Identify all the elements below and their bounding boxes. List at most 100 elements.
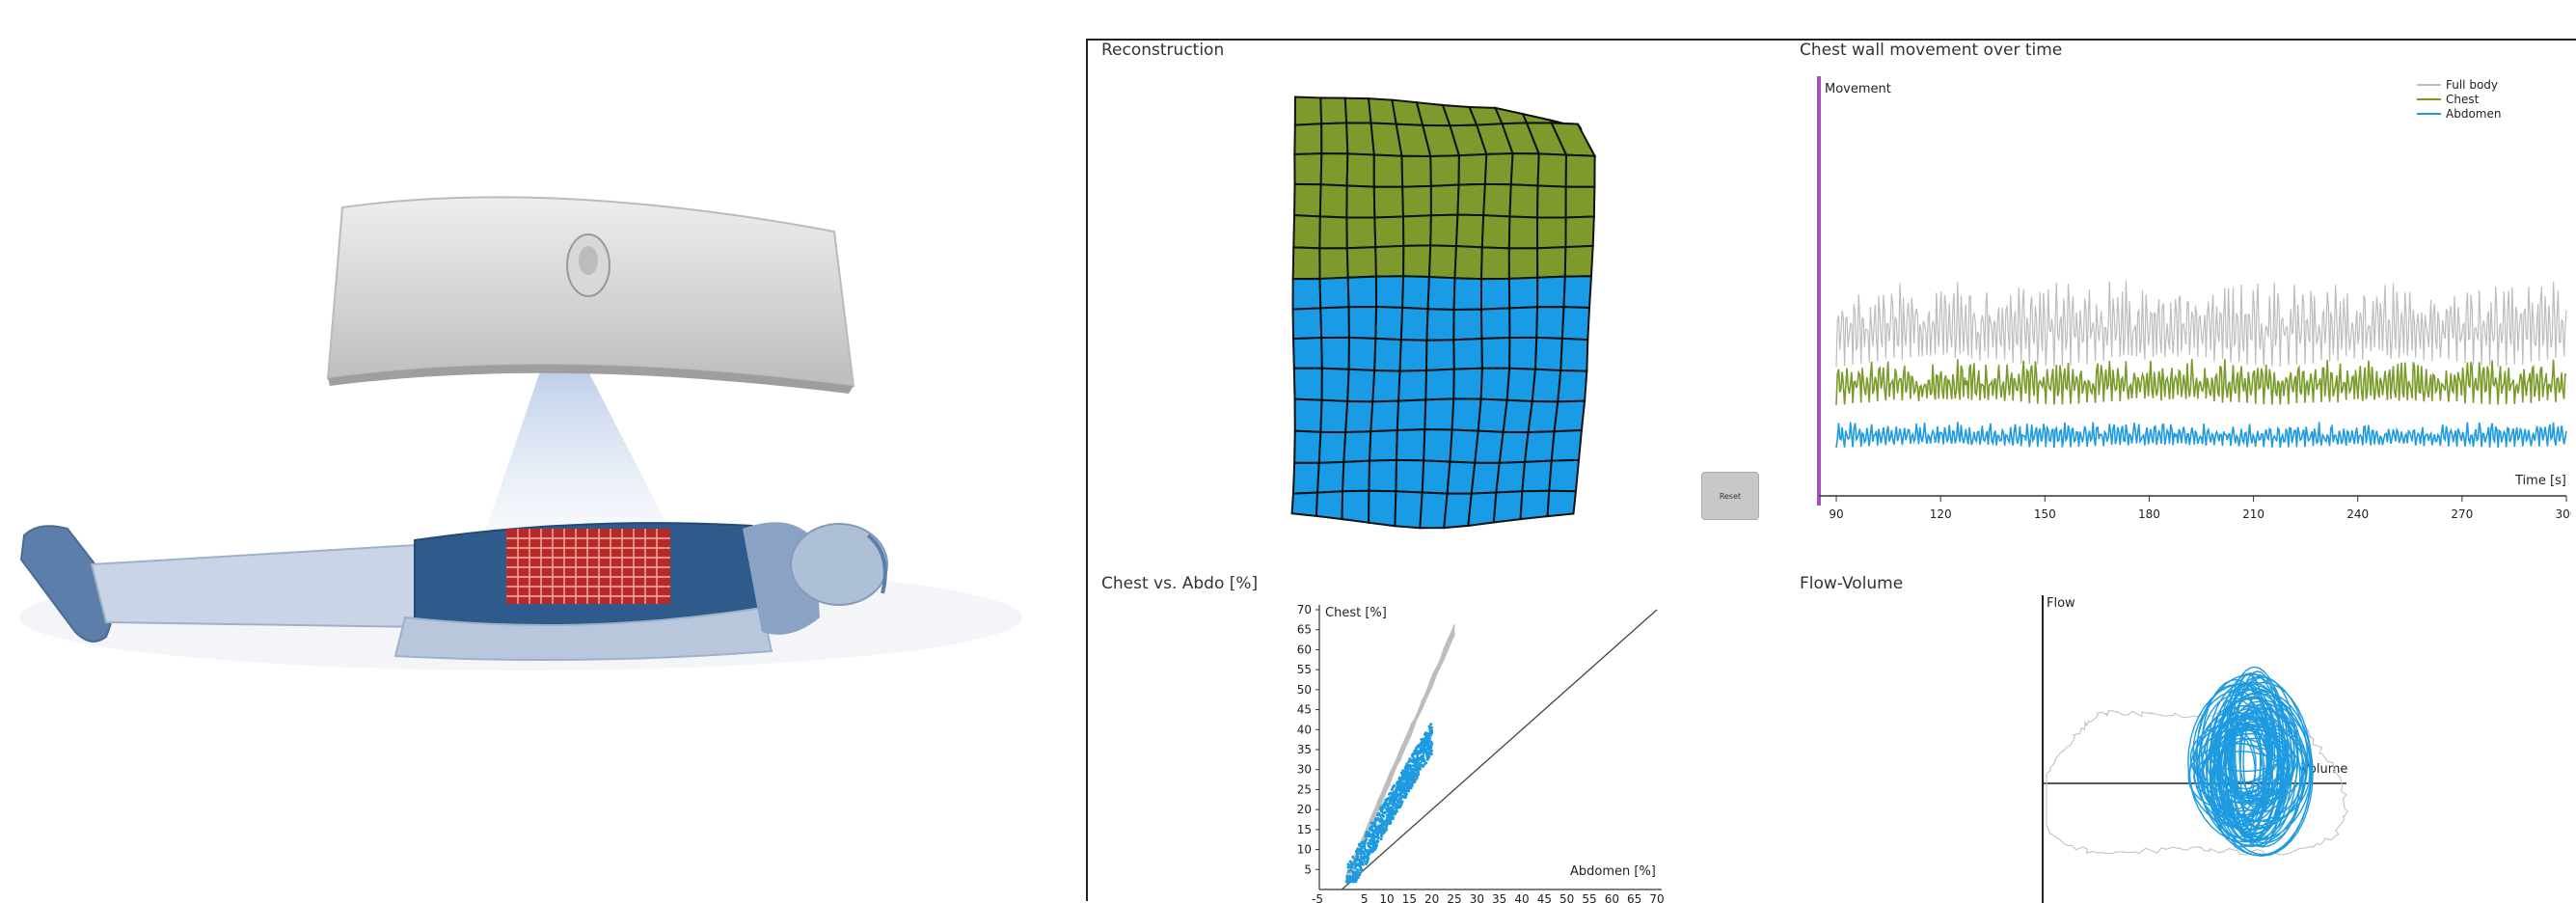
mesh-cell-abdomen — [1317, 430, 1347, 464]
scatter-point — [1366, 856, 1369, 860]
scatter-point — [1364, 860, 1368, 863]
reset-button[interactable]: Reset — [1701, 472, 1759, 520]
scatter-point — [1422, 751, 1425, 754]
scatter-point — [1345, 877, 1349, 881]
scatter-point — [1391, 808, 1395, 812]
mesh-cell-chest — [1345, 216, 1377, 250]
mesh-cell-abdomen — [1480, 336, 1511, 369]
mesh-cell-abdomen — [1419, 491, 1449, 530]
x-tick-label: 300 — [2556, 507, 2571, 521]
mesh-cell-chest — [1482, 182, 1512, 218]
y-tick-label: 15 — [1297, 823, 1312, 836]
mesh-cell-abdomen — [1319, 398, 1349, 434]
scatter-point — [1421, 765, 1424, 769]
mesh-cell-chest — [1373, 215, 1405, 249]
scatter-point — [1369, 821, 1373, 825]
mesh-cell-abdomen — [1342, 430, 1372, 463]
scatter-point — [1406, 766, 1410, 770]
mesh-cell-chest — [1454, 213, 1485, 249]
scatter-point — [1402, 771, 1406, 775]
reconstruction-title: Reconstruction — [1101, 41, 1225, 60]
scatter-point — [1424, 744, 1428, 748]
mesh-cell-abdomen — [1521, 459, 1553, 493]
mesh-cell-abdomen — [1315, 490, 1344, 521]
mesh-cell-abdomen — [1401, 275, 1430, 311]
scatter-point — [1416, 755, 1420, 759]
mesh-cell-abdomen — [1446, 460, 1477, 495]
scatter-point — [1351, 880, 1355, 884]
mesh-cell-chest — [1479, 246, 1510, 281]
scatter-point — [1413, 771, 1417, 775]
flow-volume-loop — [2229, 676, 2298, 840]
flow-volume-chart: Flow Volume — [2042, 595, 2348, 903]
scatter-point — [1371, 832, 1375, 835]
scatter-point — [1401, 785, 1405, 789]
scatter-point — [1382, 814, 1386, 818]
scatter-point — [1410, 759, 1414, 763]
scatter-point — [1390, 797, 1394, 801]
mesh-cell-abdomen — [1519, 489, 1551, 521]
mesh-cell-abdomen — [1320, 336, 1350, 370]
reconstruction-mesh — [1290, 96, 1597, 530]
scatter-point — [1350, 865, 1354, 869]
mesh-cell-chest — [1429, 213, 1459, 248]
mesh-cell-abdomen — [1395, 458, 1425, 494]
x-tick-label: 25 — [1447, 892, 1461, 903]
mesh-cell-abdomen — [1531, 368, 1562, 403]
scatter-point — [1417, 770, 1421, 774]
mesh-cell-abdomen — [1396, 398, 1427, 432]
flow-volume-loop — [2222, 725, 2270, 827]
mesh-cell-abdomen — [1318, 276, 1350, 310]
x-tick-label: 150 — [2034, 507, 2056, 521]
flow-volume-loop — [2189, 722, 2287, 794]
mesh-cell-abdomen — [1523, 430, 1556, 463]
mesh-cell-abdomen — [1470, 461, 1501, 495]
mesh-cell-chest — [1564, 153, 1596, 188]
flow-volume-loop — [2234, 670, 2281, 830]
mesh-cell-chest — [1343, 96, 1372, 124]
scatter-point — [1405, 785, 1409, 789]
mesh-cell-chest — [1563, 244, 1594, 278]
scatter-point — [1354, 863, 1358, 867]
x-tick-label: 65 — [1627, 892, 1641, 903]
y-tick-label: 40 — [1297, 723, 1312, 736]
y-tick-label: 20 — [1297, 803, 1312, 816]
mesh-cell-abdomen — [1452, 337, 1483, 370]
mesh-cell-chest — [1521, 112, 1554, 124]
scatter-point — [1419, 757, 1423, 761]
mesh-cell-abdomen — [1395, 428, 1426, 462]
scatter-point — [1428, 745, 1432, 749]
scatter-point — [1412, 778, 1416, 781]
scatter-point — [1369, 829, 1373, 833]
mesh-cell-abdomen — [1369, 399, 1400, 433]
mesh-cell-chest — [1345, 122, 1375, 156]
mesh-cell-chest — [1320, 122, 1349, 155]
mesh-cell-abdomen — [1508, 336, 1538, 370]
mesh-cell-abdomen — [1368, 458, 1398, 493]
mesh-cell-abdomen — [1368, 489, 1397, 528]
chest-wall-xlabel: Time [s] — [2514, 474, 2566, 488]
scatter-point — [1429, 725, 1433, 729]
mesh-cell-chest — [1291, 246, 1321, 281]
legend-entry: Chest — [2446, 93, 2480, 106]
x-tick-label: 10 — [1379, 892, 1394, 903]
scatter-point — [1427, 739, 1431, 743]
x-tick-label: 55 — [1582, 892, 1596, 903]
scatter-point — [1413, 780, 1417, 783]
flow-volume-loop — [2230, 672, 2267, 835]
scatter-point — [1354, 876, 1358, 880]
mesh-cell-abdomen — [1374, 306, 1404, 342]
flow-volume-loop — [2195, 673, 2309, 847]
mesh-cell-chest — [1345, 152, 1375, 188]
scatter-point — [1366, 851, 1369, 855]
mesh-cell-chest — [1429, 183, 1460, 217]
scatter-point — [1391, 802, 1395, 806]
mesh-cell-chest — [1292, 214, 1321, 250]
scan-grid-overlay — [506, 529, 670, 604]
y-tick-label: 45 — [1297, 703, 1312, 717]
mesh-cell-abdomen — [1479, 307, 1511, 341]
chest-vs-abdo-chart: Chest [%] Abdomen [%] 5 10 15 20 25 30 35 40 45 5… — [1297, 603, 1665, 903]
scatter-point — [1423, 759, 1426, 763]
scatter-point — [1360, 840, 1364, 844]
scatter-point — [1405, 782, 1409, 786]
